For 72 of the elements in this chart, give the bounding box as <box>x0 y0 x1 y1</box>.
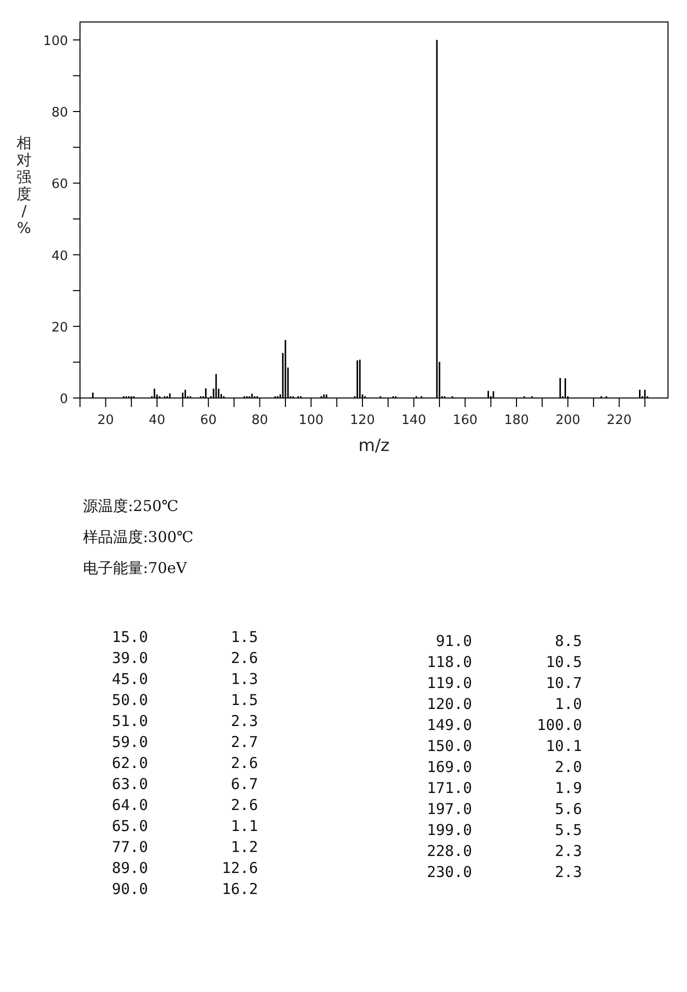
text: 50.0 <box>112 691 148 709</box>
text: 样品温度:300℃ <box>83 528 194 546</box>
y-tick-label: 80 <box>51 106 68 121</box>
text: 5.5 <box>554 821 582 839</box>
text: 1.5 <box>230 628 258 646</box>
x-tick-label: 180 <box>504 413 529 428</box>
text: 150.0 <box>426 737 472 755</box>
y-tick-label: 60 <box>51 177 68 192</box>
text: 228.0 <box>426 842 472 860</box>
text: 45.0 <box>112 670 148 688</box>
text: 119.0 <box>426 674 472 692</box>
y-tick-label: 100 <box>43 34 68 49</box>
text: 10.1 <box>546 737 582 755</box>
text: 2.3 <box>554 863 582 881</box>
x-tick-label: 140 <box>401 413 426 428</box>
text: 169.0 <box>426 758 472 776</box>
x-tick-label: 80 <box>251 413 268 428</box>
text: 51.0 <box>112 712 148 730</box>
text: 10.5 <box>546 653 582 671</box>
text: 2.3 <box>230 712 258 730</box>
text: 171.0 <box>426 779 472 797</box>
text: 65.0 <box>112 817 148 835</box>
text: 1.2 <box>230 838 258 856</box>
text: 100.0 <box>536 716 582 734</box>
text: 1.3 <box>230 670 258 688</box>
text: 源温度:250℃ <box>83 497 178 515</box>
text: 1.1 <box>230 817 258 835</box>
y-tick-label: 40 <box>51 248 68 264</box>
y-axis-title: 相对强度/% <box>16 134 32 237</box>
text: 230.0 <box>426 863 472 881</box>
text: 149.0 <box>426 716 472 734</box>
text: 90.0 <box>112 880 148 898</box>
x-axis-title: m/z <box>358 436 390 456</box>
text: 1.9 <box>554 779 582 797</box>
text: 2.0 <box>554 758 582 776</box>
text: 16.2 <box>222 880 258 898</box>
x-tick-label: 160 <box>452 413 478 428</box>
text: 63.0 <box>112 775 148 793</box>
text: 77.0 <box>112 838 148 856</box>
text: 2.6 <box>230 754 258 772</box>
text: 2.6 <box>230 649 258 667</box>
text: 2.3 <box>554 842 582 860</box>
text: 12.6 <box>222 859 258 877</box>
text: 6.7 <box>230 775 258 793</box>
text: 39.0 <box>112 649 148 667</box>
text: 62.0 <box>112 754 148 772</box>
text: 2.7 <box>230 733 258 751</box>
text: 199.0 <box>426 821 472 839</box>
text: 电子能量:70eV <box>83 559 188 577</box>
text: 118.0 <box>426 653 472 671</box>
text: 8.5 <box>554 632 582 650</box>
text: 120.0 <box>426 695 472 713</box>
text: 15.0 <box>112 628 148 646</box>
text: 1.5 <box>230 691 258 709</box>
x-tick-label: 220 <box>606 413 632 428</box>
text: 197.0 <box>426 800 472 818</box>
x-tick-label: 60 <box>200 413 217 428</box>
y-tick-label: 20 <box>51 320 68 336</box>
y-tick-label: 0 <box>60 392 68 407</box>
text: 64.0 <box>112 796 148 814</box>
x-tick-label: 100 <box>298 413 324 428</box>
x-tick-label: 40 <box>148 413 166 428</box>
text: 1.0 <box>554 695 582 713</box>
text: 89.0 <box>112 859 148 877</box>
text: 59.0 <box>112 733 148 751</box>
text: 91.0 <box>436 632 472 650</box>
x-tick-label: 20 <box>97 413 114 428</box>
text: 5.6 <box>554 800 582 818</box>
x-tick-label: 200 <box>555 413 580 428</box>
x-tick-label: 120 <box>350 413 375 428</box>
text: 10.7 <box>546 674 582 692</box>
text: 2.6 <box>230 796 258 814</box>
